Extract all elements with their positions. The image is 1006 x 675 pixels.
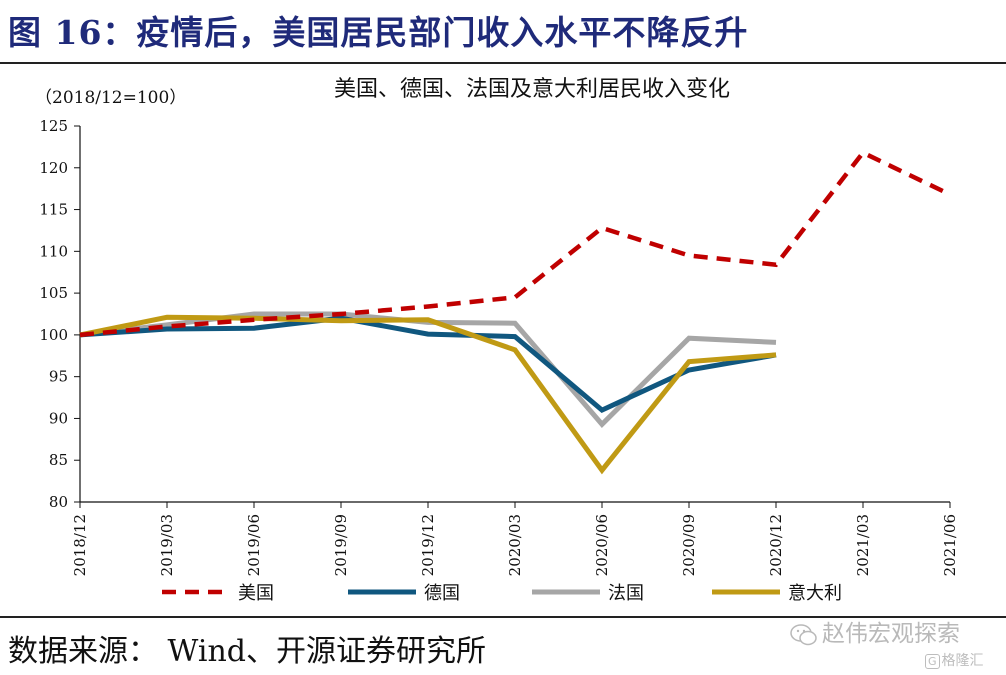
x-tick-label: 2020/09 xyxy=(680,514,698,576)
legend-label-0: 美国 xyxy=(238,583,274,604)
x-tick-label: 2019/12 xyxy=(419,514,437,576)
series-lines xyxy=(79,149,951,475)
y-tick-label: 110 xyxy=(39,242,68,260)
bottom-rule xyxy=(0,616,1006,618)
x-tick-label: 2021/06 xyxy=(941,514,959,576)
x-tick-label: 2019/09 xyxy=(332,514,350,576)
y-tick-label: 85 xyxy=(49,451,68,469)
series-line-3 xyxy=(79,314,777,475)
y-tick-label: 115 xyxy=(39,201,68,219)
figure-title: 图 16：疫情后，美国居民部门收入水平不降反升 xyxy=(8,13,749,52)
watermark-text: 赵伟宏观探索 xyxy=(822,621,960,647)
legend-label-2: 法国 xyxy=(608,583,644,604)
brand-text: 格隆汇 xyxy=(941,653,984,669)
chart-title: 美国、德国、法国及意大利居民收入变化 xyxy=(334,77,730,102)
y-tick-label: 125 xyxy=(39,117,68,135)
y-tick-label: 80 xyxy=(49,493,68,511)
legend: 美国 德国 法国 意大利 xyxy=(162,583,842,604)
y-axis-ticks: 80 85 90 95 100 105 110 115 120 125 xyxy=(39,117,80,511)
series-line-0 xyxy=(79,149,951,338)
unit-label: （2018/12=100） xyxy=(35,88,186,108)
x-tick-label: 2018/12 xyxy=(71,514,89,576)
x-tick-label: 2021/03 xyxy=(854,514,872,576)
brand-logo-icon: G xyxy=(925,654,940,669)
x-axis-ticks: 2018/12 2019/03 2019/06 2019/09 2019/12 2020/… xyxy=(71,502,959,576)
x-tick-label: 2020/06 xyxy=(593,514,611,576)
y-tick-label: 90 xyxy=(49,409,68,427)
x-tick-label: 2020/03 xyxy=(506,514,524,576)
x-tick-label: 2019/03 xyxy=(158,514,176,576)
brand-mark: G 格隆汇 xyxy=(925,650,984,670)
legend-label-3: 意大利 xyxy=(788,583,842,604)
y-tick-label: 100 xyxy=(39,326,68,344)
x-tick-label: 2019/06 xyxy=(245,514,263,576)
y-tick-label: 105 xyxy=(39,284,68,302)
y-tick-label: 95 xyxy=(49,368,68,386)
source-note: 数据来源： Wind、开源证券研究所 xyxy=(8,634,486,669)
y-tick-label: 120 xyxy=(39,159,68,177)
series-line-1 xyxy=(79,315,777,414)
watermark: 赵伟宏观探索 xyxy=(790,614,960,648)
legend-label-1: 德国 xyxy=(424,583,460,604)
x-tick-label: 2020/12 xyxy=(767,514,785,576)
wechat-icon xyxy=(790,623,817,645)
top-rule xyxy=(0,62,1006,64)
